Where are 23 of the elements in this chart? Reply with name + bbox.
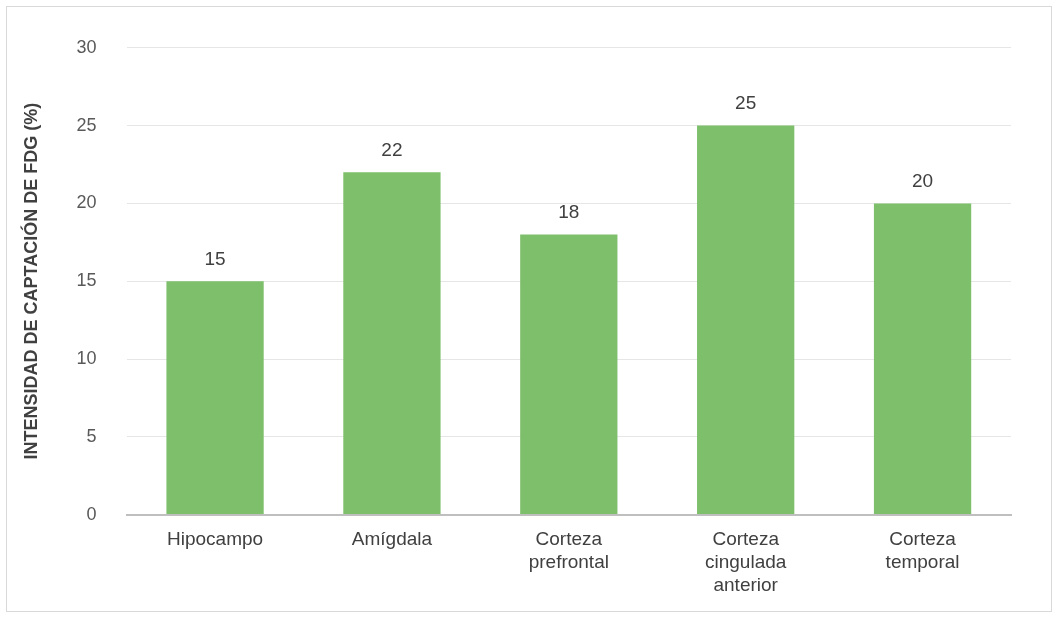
y-tick-label: 25 — [76, 114, 97, 135]
bar — [697, 125, 795, 515]
bar — [166, 281, 264, 515]
y-tick-label: 5 — [86, 425, 97, 446]
y-axis-title: INTENSIDAD DE CAPTACIÓN DE FDG (%) — [19, 102, 41, 460]
x-tick-label: Corteza cingulada anterior — [705, 528, 787, 595]
bar — [520, 234, 618, 515]
y-tick-label: 15 — [76, 270, 97, 291]
y-tick-label: 10 — [76, 347, 97, 368]
data-label: 15 — [204, 247, 226, 269]
data-label: 25 — [735, 92, 757, 114]
x-tick-label: Amígdala — [351, 528, 433, 550]
y-tick-label: 0 — [86, 503, 97, 524]
data-label: 20 — [911, 170, 934, 192]
y-tick-label: 20 — [76, 192, 97, 213]
x-tick-label: Corteza temporal — [885, 528, 960, 573]
x-tick-label: Hipocampo — [167, 528, 264, 550]
bar — [873, 203, 972, 515]
data-label: 18 — [558, 201, 580, 223]
x-tick-label: Corteza prefrontal — [528, 528, 609, 573]
y-tick-label: 30 — [76, 36, 97, 57]
data-label: 22 — [381, 139, 403, 161]
bar — [343, 172, 441, 515]
